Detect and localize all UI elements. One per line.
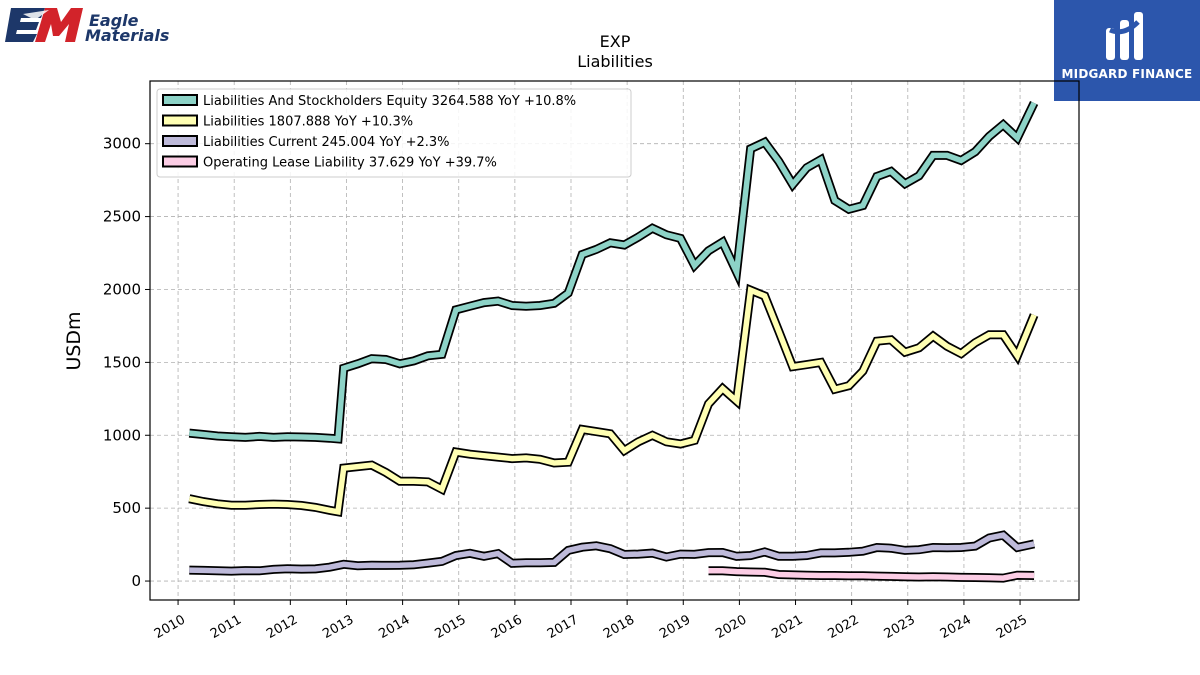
x-tick-label: 2016 [489,612,525,642]
y-tick-label: 500 [112,499,141,517]
logo-line1: Eagle [89,11,139,30]
x-tick-label: 2021 [769,612,805,642]
series-outline-liabilities [188,283,1039,518]
legend-label-liabilities: Liabilities 1807.888 YoY +10.3% [203,115,413,130]
plot-frame [149,80,1080,601]
x-tick-label: 2010 [152,612,188,642]
logo-line2: Materials [85,26,170,45]
x-tick-label: 2013 [320,612,356,642]
legend-swatch-operating-lease-liability [162,155,198,168]
x-tick-label: 2018 [601,612,637,642]
legend-box [156,88,632,178]
x-tick-label: 2011 [208,612,244,642]
legend-swatch-liabilities [162,114,198,127]
midgard-finance-name: MIDGARD FINANCE [1061,67,1193,81]
x-tick-label: 2019 [657,612,693,642]
x-tick-label: 2020 [713,612,749,642]
series-line-liabilities [188,286,1037,516]
y-tick-label: 1500 [103,353,141,371]
x-tick-label: 2023 [882,612,918,642]
legend: Liabilities And Stockholders Equity 3264… [156,88,632,178]
x-tick-label: 2022 [826,612,862,642]
legend-label-operating-lease-liability: Operating Lease Liability 37.629 YoY +39… [203,156,497,171]
y-tick-label: 1000 [103,426,141,444]
y-tick-label: 2000 [103,280,141,298]
series-line-liabilities-and-stockholders-equity [189,101,1037,442]
y-tick-label: 3000 [103,135,141,153]
chart-subtitle: Liabilities [577,52,653,71]
series-line-operating-lease-liability [708,568,1035,581]
legend-label-liabilities-current: Liabilities Current 245.004 YoY +2.3% [203,135,450,150]
y-tick-label: 0 [131,572,141,590]
y-tick-label: 2500 [103,208,141,226]
series-line-liabilities-current [189,532,1035,574]
em-mark-icon [5,8,83,42]
eagle-materials-logo: Eagle Materials [5,4,175,46]
x-tick-label: 2014 [376,612,412,642]
series-lines [188,100,1039,583]
y-axis-label: USDm [63,311,85,370]
legend-swatch-liabilities-current [162,135,198,147]
x-tick-label: 2015 [433,612,469,642]
midgard-finance-logo: MIDGARD FINANCE [1054,0,1200,101]
legend-label-liabilities-and-stockholders-equity: Liabilities And Stockholders Equity 3264… [203,94,576,109]
axis-ticks: 0 500 1000 1500 2000 2500 3000 2010 2011 2012 2013… [103,135,1030,642]
midgard-mark-icon [1106,12,1143,60]
x-tick-label: 2025 [994,612,1030,642]
legend-swatch-liabilities-and-stockholders-equity [162,94,198,106]
x-tick-label: 2012 [264,612,300,642]
x-tick-label: 2017 [545,612,581,642]
series-outline-liabilities-current [189,530,1036,576]
x-tick-label: 2024 [938,612,974,642]
chart-title: EXP [600,32,631,51]
